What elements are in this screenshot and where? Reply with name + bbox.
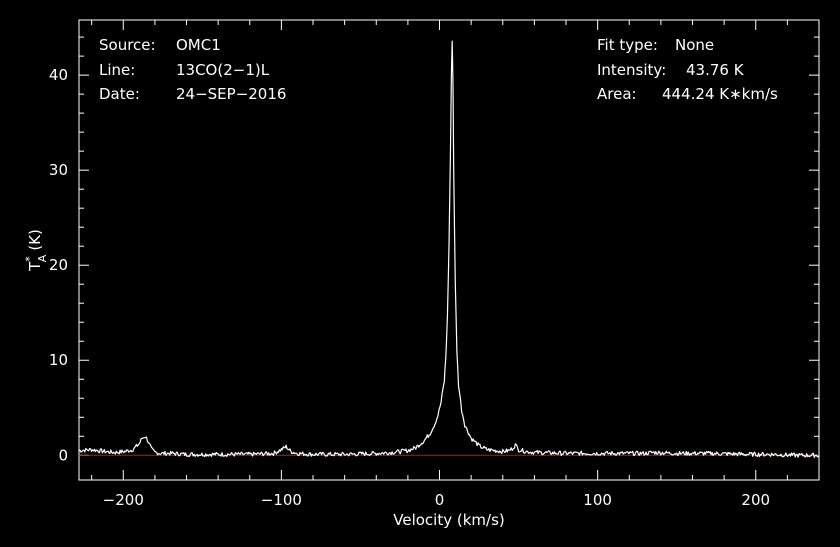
y-axis-title-text: T*A (K) bbox=[23, 229, 49, 272]
y-tick-label: 0 bbox=[58, 446, 68, 464]
source-value: OMC1 bbox=[176, 36, 221, 54]
y-tick-labels: 0 10 20 30 40 bbox=[49, 66, 68, 464]
y-axis-base: T bbox=[26, 261, 44, 272]
x-axis-title: Velocity (km/s) bbox=[393, 511, 504, 529]
x-tick-labels: −200 −100 0 100 200 bbox=[103, 491, 770, 509]
fit-type-key: Fit type: bbox=[597, 36, 658, 54]
area-key: Area: bbox=[597, 85, 637, 103]
source-key: Source: bbox=[99, 36, 156, 54]
axis-ticks bbox=[79, 20, 820, 480]
info-right-block: Fit type: None Intensity: 43.76 K Area: … bbox=[597, 36, 778, 103]
line-value: 13CO(2−1)L bbox=[176, 61, 270, 79]
info-left-block: Source: OMC1 Line: 13CO(2−1)L Date: 24−S… bbox=[99, 36, 286, 103]
y-tick-label: 40 bbox=[49, 66, 68, 84]
y-axis-sub: A bbox=[36, 254, 49, 262]
area-value: 444.24 K∗km/s bbox=[662, 85, 778, 103]
y-axis-title: T*A (K) bbox=[23, 229, 49, 272]
x-tick-label: −200 bbox=[103, 491, 144, 509]
y-tick-label: 10 bbox=[49, 351, 68, 369]
x-tick-label: 200 bbox=[741, 491, 770, 509]
spectrum-series-line bbox=[78, 40, 820, 458]
x-tick-label: 0 bbox=[435, 491, 445, 509]
line-key: Line: bbox=[99, 61, 135, 79]
date-key: Date: bbox=[99, 85, 140, 103]
y-axis-sup: * bbox=[23, 256, 36, 262]
fit-type-value: None bbox=[675, 36, 714, 54]
y-tick-label: 30 bbox=[49, 161, 68, 179]
intensity-key: Intensity: bbox=[597, 61, 666, 79]
y-tick-label: 20 bbox=[49, 256, 68, 274]
x-tick-label: −100 bbox=[261, 491, 302, 509]
x-tick-label: 100 bbox=[583, 491, 612, 509]
date-value: 24−SEP−2016 bbox=[176, 85, 286, 103]
y-axis-unit: (K) bbox=[26, 229, 44, 251]
intensity-value: 43.76 K bbox=[686, 61, 745, 79]
plot-frame bbox=[78, 19, 820, 481]
